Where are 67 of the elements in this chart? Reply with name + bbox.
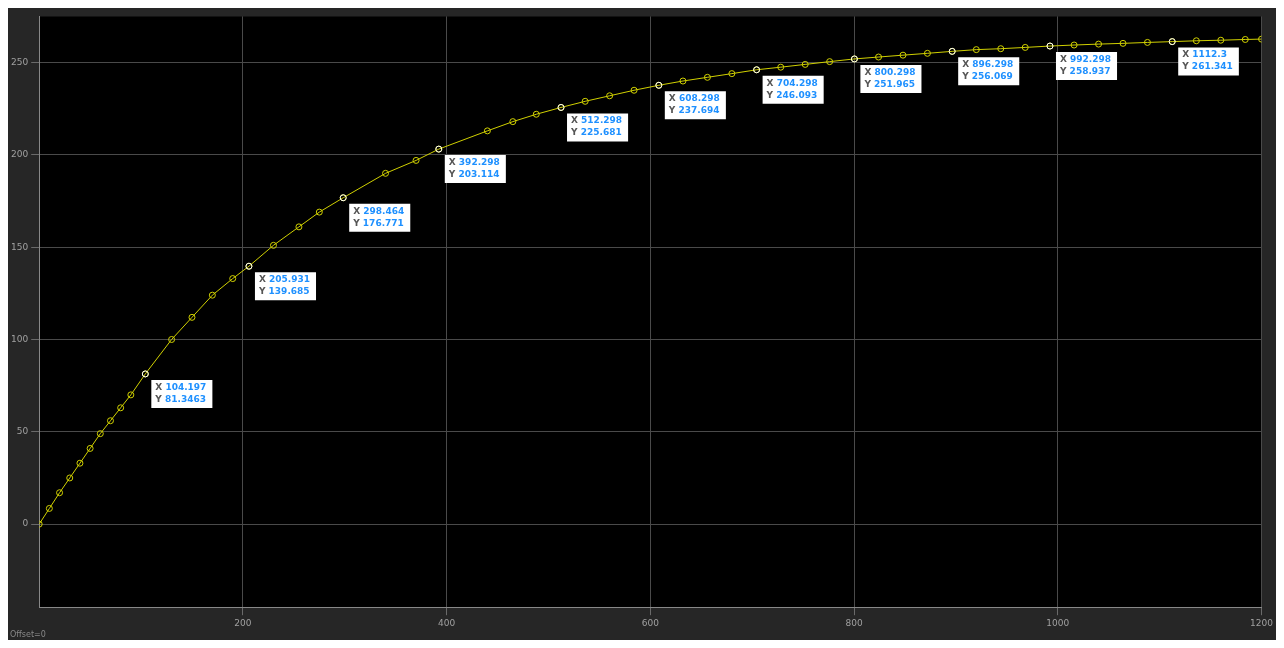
point — [56, 489, 64, 497]
point — [127, 391, 135, 399]
point — [1143, 38, 1151, 46]
annotation: X 608.298 Y 237.694 — [667, 93, 720, 116]
point — [382, 169, 390, 177]
point — [117, 404, 125, 412]
point — [1192, 37, 1200, 45]
point — [899, 51, 907, 59]
text: Offset=0 — [10, 630, 46, 640]
point — [679, 77, 687, 85]
point — [483, 127, 491, 135]
point — [875, 53, 883, 61]
annotation: X 104.197 Y 81.3463 — [154, 381, 207, 404]
point — [86, 444, 94, 452]
x-tick-label: 800 — [845, 617, 863, 628]
point — [972, 46, 980, 54]
point — [76, 459, 84, 467]
point — [581, 97, 589, 105]
point — [168, 335, 176, 343]
annotation: X 704.298 Y 246.093 — [765, 77, 818, 100]
x-tick-label: 600 — [641, 617, 660, 628]
point — [66, 474, 74, 482]
annotation: X 205.931 Y 139.685 — [257, 274, 311, 297]
point — [1095, 40, 1103, 48]
annotation: X 800.298 Y 251.965 — [863, 66, 916, 89]
point — [295, 223, 303, 231]
y-tick-label: 250 — [10, 56, 29, 67]
annotation: X 896.298 Y 256.069 — [961, 59, 1014, 82]
point — [728, 70, 736, 78]
point — [826, 58, 834, 66]
point — [703, 73, 711, 81]
annotation: X 512.298 Y 225.681 — [570, 115, 623, 138]
point — [997, 45, 1005, 53]
y-tick-label: 200 — [10, 149, 29, 160]
point — [229, 275, 237, 283]
point — [630, 86, 638, 94]
point — [412, 156, 420, 164]
point — [315, 208, 323, 216]
point — [532, 110, 540, 118]
point — [1070, 41, 1078, 49]
point — [1119, 39, 1127, 47]
annotation: X 392.298 Y 203.114 — [447, 156, 500, 179]
y-tick-label: 150 — [10, 241, 29, 252]
annotation: X 992.298 Y 258.937 — [1058, 53, 1112, 76]
point — [45, 504, 53, 512]
point — [106, 417, 114, 425]
annotation: X 298.464 Y 176.771 — [352, 205, 405, 228]
y-tick-label: 50 — [16, 426, 29, 437]
point — [188, 313, 196, 321]
annotation: X 1112.3 Y 261.341 — [1181, 49, 1233, 72]
point — [1021, 43, 1029, 51]
y-tick-label: 0 — [22, 518, 29, 529]
point — [801, 60, 809, 68]
x-tick-label: 400 — [438, 617, 456, 628]
point — [269, 241, 277, 249]
point — [96, 430, 104, 438]
point — [1217, 36, 1225, 44]
x-tick-label: 200 — [234, 617, 252, 628]
point — [509, 118, 517, 126]
point — [606, 92, 614, 100]
point — [1241, 35, 1249, 43]
x-tick-label: 1200 — [1250, 617, 1274, 628]
point — [923, 49, 931, 57]
point — [208, 291, 216, 299]
point — [777, 63, 785, 71]
y-tick-label: 100 — [10, 333, 29, 344]
x-tick-label: 1000 — [1046, 617, 1070, 628]
